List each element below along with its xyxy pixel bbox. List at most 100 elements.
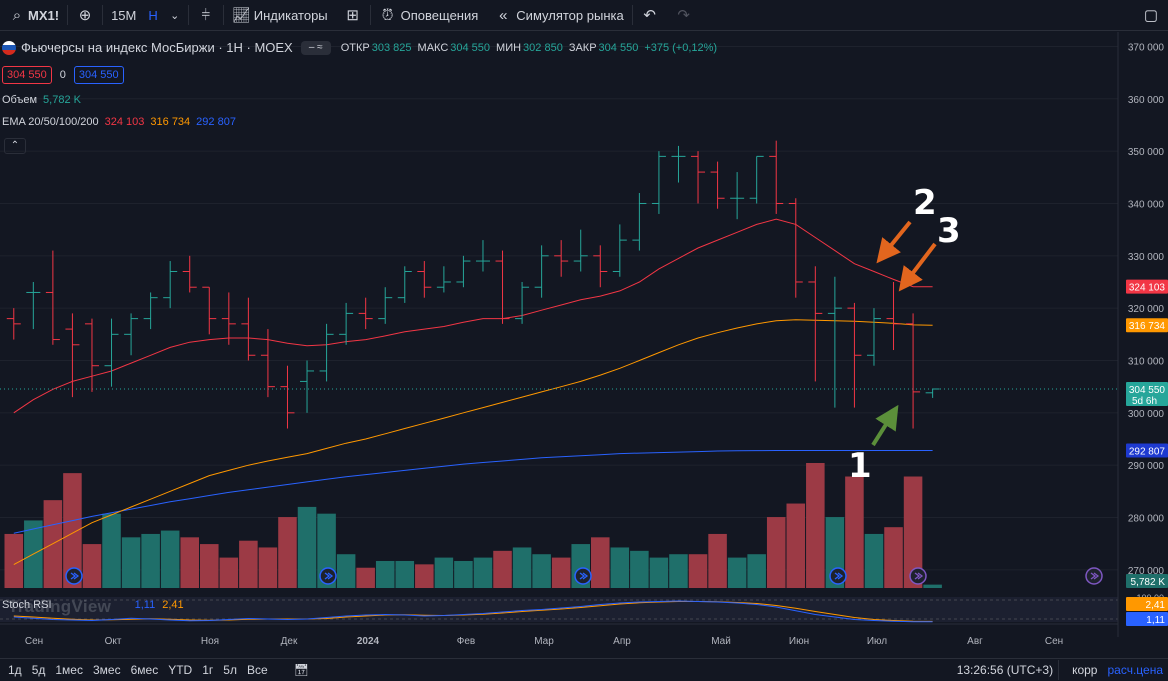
layouts-button[interactable]: ⊞: [336, 0, 370, 31]
bid-button[interactable]: 304 550: [2, 66, 52, 84]
range-button[interactable]: YTD: [168, 663, 193, 677]
ohlc-bar: [691, 151, 706, 204]
svg-text:324 103: 324 103: [1129, 283, 1166, 294]
ohlc-bar: [632, 193, 647, 251]
time-tick-label: Июн: [789, 636, 809, 647]
price-tick-label: 270 000: [1128, 566, 1165, 577]
time-tick-label: Дек: [281, 636, 298, 647]
clock-display[interactable]: 13:26:56 (UTC+3): [956, 663, 1054, 677]
russia-flag-icon: [2, 40, 16, 55]
price-chart[interactable]: 370 000 360 000 350 000 340 000 330 000 320 0…: [0, 32, 1168, 658]
symbol-search-button[interactable]: ⌕ MX1!: [0, 0, 67, 31]
settlement-toggle[interactable]: расч.цена: [1107, 663, 1163, 677]
price-tick-label: 330 000: [1128, 252, 1165, 263]
calendar-icon: 📅︎: [293, 663, 309, 677]
ohlc-bar: [378, 287, 393, 324]
symbol-legend-row[interactable]: Фьючерсы на индекс МосБиржи · 1H · MOEX …: [0, 40, 723, 55]
symbol-label: MX1!: [28, 7, 60, 23]
ema20-price-badge: 324 103: [1126, 279, 1168, 294]
range-button[interactable]: 1г: [202, 663, 214, 677]
event-marker-icon[interactable]: [319, 567, 337, 585]
range-button[interactable]: 5д: [31, 663, 46, 677]
time-axis[interactable]: Сен Окт Ноя Дек 2024 Фев Мар Апр Май Июн Июл Авг Сен: [25, 636, 1063, 647]
ohlc-bar: [788, 198, 803, 298]
volume-bar: [297, 506, 317, 588]
low-value: 302 850: [523, 41, 563, 54]
interval-button[interactable]: 15M: [103, 0, 144, 31]
volume-bar: [727, 557, 747, 588]
stoch-rsi-pane: [0, 597, 1168, 625]
range-button[interactable]: 1д: [8, 663, 22, 677]
ohlc-bar: [65, 313, 80, 398]
compare-button[interactable]: ⊕: [68, 0, 102, 31]
volume-bar: [669, 554, 688, 588]
ohlc-bar: [573, 229, 588, 272]
ohlc-bar: [319, 323, 334, 382]
range-button[interactable]: 5л: [223, 663, 237, 677]
undo-button[interactable]: ↶: [633, 0, 667, 31]
chart-type-button[interactable]: ⫩: [189, 0, 223, 31]
event-marker-icon[interactable]: [1085, 567, 1103, 585]
tradingview-watermark: TradingView: [8, 597, 112, 616]
adjustment-toggle[interactable]: корр: [1072, 663, 1098, 677]
open-value: 303 825: [371, 41, 412, 54]
time-tick-label: Авг: [967, 636, 983, 647]
event-marker-icon[interactable]: [65, 567, 83, 585]
ask-button[interactable]: 304 550: [73, 66, 124, 84]
volume-bar: [375, 560, 395, 588]
ohlc-bar: [104, 318, 119, 387]
ema-legend-row[interactable]: EMA 20/50/100/200 324 103 316 734 292 80…: [0, 116, 236, 128]
annotation-label-1: 1: [848, 446, 872, 486]
collapse-legend-button[interactable]: ⌃: [4, 138, 26, 154]
range-button[interactable]: 6мес: [130, 663, 159, 677]
alerts-label: Оповещения: [400, 7, 479, 23]
event-marker-icon[interactable]: [574, 567, 592, 585]
time-tick-label: Июл: [867, 636, 887, 647]
volume-bar: [415, 564, 434, 588]
event-marker-icon[interactable]: [829, 567, 847, 585]
volume-badge: 5,782 K: [1126, 574, 1168, 588]
high-value: 304 550: [450, 41, 491, 54]
price-tick-label: 370 000: [1128, 42, 1165, 53]
ohlc-bar: [827, 276, 842, 408]
redo-button[interactable]: ↷: [667, 0, 701, 31]
interval-label: 15M: [111, 7, 137, 23]
range-button[interactable]: Все: [246, 663, 268, 677]
volume-bar: [121, 537, 141, 588]
change-value: +375 (+0,12%): [644, 41, 718, 54]
alerts-button[interactable]: ⏰︎ Оповещения: [371, 0, 487, 31]
interval-dropdown[interactable]: ⌄: [162, 0, 188, 31]
stoch-k-value: 1,11: [134, 599, 156, 611]
volume-bar: [923, 584, 942, 588]
time-tick-label: 2024: [357, 636, 380, 647]
stoch-legend[interactable]: Stoch RSI 1,11 2,41: [2, 599, 184, 611]
ohlc-bar: [651, 151, 666, 214]
bid-ask-row: 304 550 0 304 550: [0, 66, 124, 84]
interval-mode-button[interactable]: H: [144, 0, 161, 31]
range-button[interactable]: 3мес: [92, 663, 121, 677]
ohlc-bar: [906, 313, 921, 429]
legend-toggle-pill[interactable]: – ≈: [300, 40, 331, 55]
volume-bar: [102, 513, 121, 588]
volume-bar: [591, 537, 610, 588]
bottom-bar: 1д 5д 1мес 3мес 6мес YTD 1г 5л Все 📅︎ 13:26:56 (…: [0, 658, 1168, 681]
volume-legend-row[interactable]: Объем 5,782 K: [0, 94, 81, 106]
volume-bar: [786, 503, 806, 588]
spread-value: 0: [59, 69, 66, 81]
search-icon: ⌕: [12, 6, 22, 24]
indicators-button[interactable]: 📈︎ Индикаторы: [224, 0, 336, 31]
grid-icon: ⊞: [346, 7, 359, 24]
ohlc-bar: [475, 240, 490, 272]
redo-icon: ↷: [677, 7, 690, 24]
volume-bar: [551, 557, 571, 588]
range-button[interactable]: 1мес: [55, 663, 83, 677]
date-range-button[interactable]: 📅︎: [289, 663, 314, 677]
close-label: ЗАКР: [568, 41, 597, 54]
event-marker-icon[interactable]: [909, 567, 927, 585]
ohlc-bar: [26, 281, 41, 330]
volume-bar: [864, 533, 884, 588]
stoch-d-value: 2,41: [162, 599, 184, 611]
volume-bar: [512, 547, 532, 588]
replay-button[interactable]: « Симулятор рынка: [486, 0, 631, 31]
fullscreen-button[interactable]: ▢: [1134, 0, 1168, 31]
